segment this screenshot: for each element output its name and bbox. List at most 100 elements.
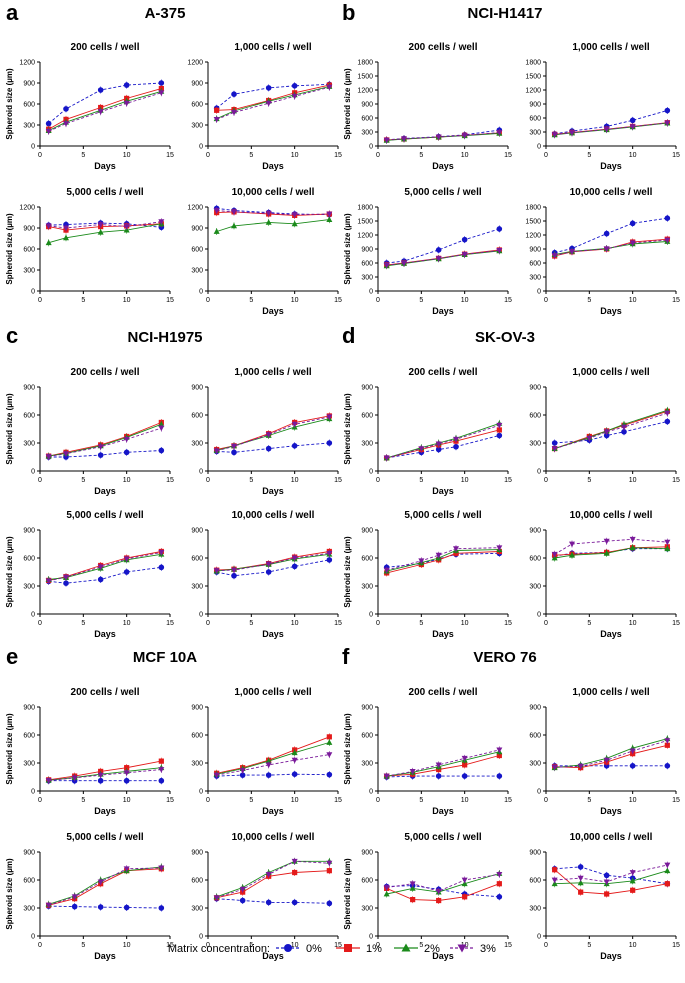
subplot-c-2: 1,000 cells / well 0 300 600 900 0 5 10 15 Days <box>191 367 342 496</box>
x-tick-label: 15 <box>504 942 512 949</box>
data-point <box>63 580 69 586</box>
x-tick-label: 10 <box>291 797 299 804</box>
data-point <box>401 136 407 142</box>
x-tick-label: 0 <box>38 477 42 484</box>
data-point <box>326 734 332 740</box>
y-tick-label: 900 <box>529 850 541 857</box>
data-point <box>603 127 610 133</box>
data-point <box>461 773 468 779</box>
data-point <box>265 757 272 764</box>
x-tick-label: 10 <box>629 297 637 304</box>
y-tick-label: 0 <box>199 934 203 941</box>
y-tick-label: 900 <box>191 226 203 233</box>
x-tick-label: 0 <box>38 797 42 804</box>
x-tick-label: 10 <box>291 942 299 949</box>
data-point <box>291 771 298 777</box>
x-tick-label: 15 <box>166 620 174 627</box>
y-tick-label: 900 <box>529 705 541 712</box>
data-point <box>213 228 220 234</box>
data-point <box>603 429 610 435</box>
x-tick-label: 0 <box>376 297 380 304</box>
data-point <box>577 763 584 770</box>
y-tick-label: 300 <box>529 130 541 137</box>
data-point <box>569 249 575 255</box>
series-line-0pct <box>554 866 668 885</box>
data-point <box>123 100 130 107</box>
data-point <box>97 87 104 93</box>
subplot-f-4: 10,000 cells / well 0 300 600 900 0 5 10 15 Days <box>529 832 680 961</box>
x-tick-label: 15 <box>166 152 174 159</box>
data-point <box>214 107 220 113</box>
series-line-2pct <box>216 860 330 898</box>
y-tick-label: 600 <box>191 878 203 885</box>
data-point <box>63 234 69 241</box>
series-line-3pct <box>386 547 500 571</box>
data-point <box>213 448 220 455</box>
y-tick-label: 300 <box>529 441 541 448</box>
data-point <box>97 772 104 779</box>
x-tick-label: 0 <box>544 152 548 159</box>
data-point <box>664 867 671 874</box>
data-point <box>604 891 610 897</box>
x-axis-label: Days <box>432 306 454 316</box>
x-axis-label: Days <box>262 161 284 171</box>
x-tick-label: 5 <box>419 297 423 304</box>
series-line-1pct <box>216 870 330 899</box>
data-point <box>97 777 104 784</box>
x-tick-label: 10 <box>123 152 131 159</box>
x-axis-label: Days <box>600 629 622 639</box>
x-axis-label: Days <box>432 161 454 171</box>
subplot-title: 5,000 cells / well <box>66 510 143 521</box>
y-tick-label: 300 <box>529 906 541 913</box>
series-line-2pct <box>554 409 668 450</box>
x-tick-label: 10 <box>461 797 469 804</box>
data-point <box>265 762 272 769</box>
y-tick-label: 600 <box>361 878 373 885</box>
x-tick-label: 5 <box>587 297 591 304</box>
x-tick-label: 5 <box>249 152 253 159</box>
x-tick-label: 15 <box>166 797 174 804</box>
y-axis-label: Spheroid size (µm) <box>5 393 14 465</box>
series-line-0pct <box>216 898 330 904</box>
subplot-title: 10,000 cells / well <box>232 510 315 521</box>
data-point <box>629 763 636 769</box>
data-point <box>71 894 78 900</box>
triangle-down-marker-icon <box>457 944 467 953</box>
data-point <box>123 82 130 88</box>
series-line-3pct <box>554 538 668 555</box>
x-tick-label: 0 <box>544 620 548 627</box>
subplot-e-3: 5,000 cells / well 0 300 600 900 0 5 10 15 Days Sp… <box>5 832 174 961</box>
data-point <box>453 546 459 552</box>
y-axis-label: Spheroid size (µm) <box>343 536 352 608</box>
data-point <box>291 220 298 227</box>
panel-letter-b: b <box>342 0 355 25</box>
subplot-b-1: 200 cells / well 0 300 600 900 1200 1500 1800 0 5… <box>343 42 512 171</box>
data-point <box>435 552 442 559</box>
data-point <box>45 239 52 246</box>
subplot-title: 5,000 cells / well <box>404 187 481 198</box>
x-axis-label: Days <box>262 951 284 961</box>
x-tick-label: 0 <box>206 620 210 627</box>
data-point <box>63 121 69 127</box>
y-tick-label: 0 <box>537 289 541 296</box>
cell-line-title-e: MCF 10A <box>133 649 197 666</box>
y-tick-label: 0 <box>199 469 203 476</box>
series-line-3pct <box>48 867 162 906</box>
data-point <box>231 222 237 229</box>
y-tick-label: 1500 <box>357 219 373 226</box>
x-axis-label: Days <box>262 306 284 316</box>
data-point <box>401 260 407 267</box>
y-tick-label: 300 <box>361 441 373 448</box>
series-line-3pct <box>386 873 500 892</box>
y-tick-label: 0 <box>369 144 373 151</box>
data-point <box>577 875 584 882</box>
data-point <box>461 133 468 139</box>
y-tick-label: 600 <box>23 878 35 885</box>
series-line-1pct <box>48 760 162 781</box>
data-point <box>435 134 442 141</box>
x-tick-label: 5 <box>587 477 591 484</box>
x-tick-label: 5 <box>81 797 85 804</box>
x-tick-label: 5 <box>249 477 253 484</box>
y-tick-label: 600 <box>361 556 373 563</box>
subplot-c-1: 200 cells / well 0 300 600 900 0 5 10 15 Days Sphe… <box>5 367 174 496</box>
